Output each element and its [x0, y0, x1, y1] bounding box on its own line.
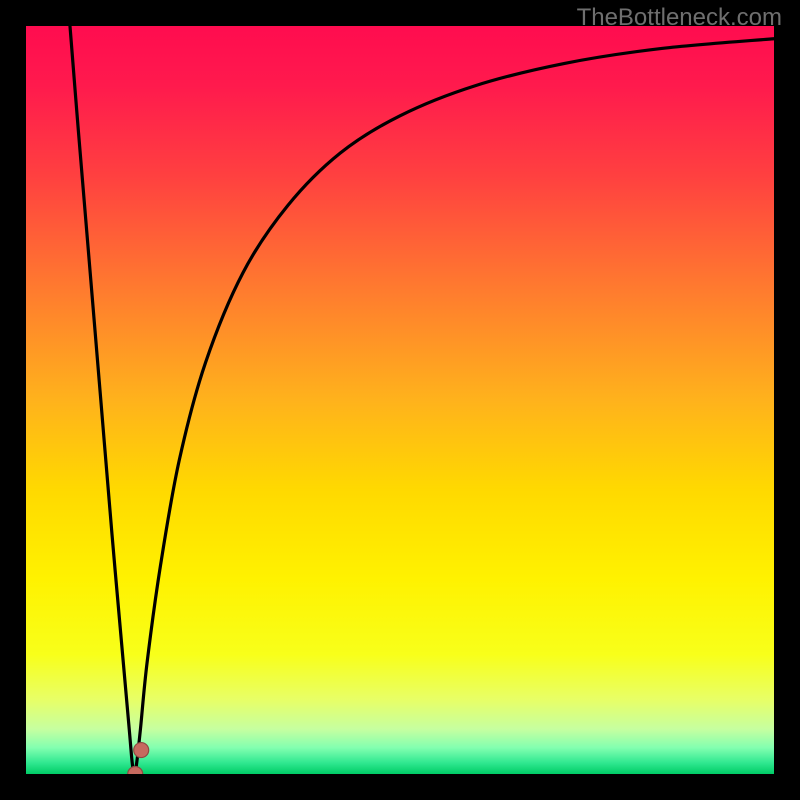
bottleneck-chart-svg: [0, 0, 800, 800]
attribution-text: TheBottleneck.com: [577, 4, 782, 32]
gradient-background: [26, 26, 774, 774]
chart-container: TheBottleneck.com: [0, 0, 800, 800]
data-marker: [134, 743, 149, 758]
